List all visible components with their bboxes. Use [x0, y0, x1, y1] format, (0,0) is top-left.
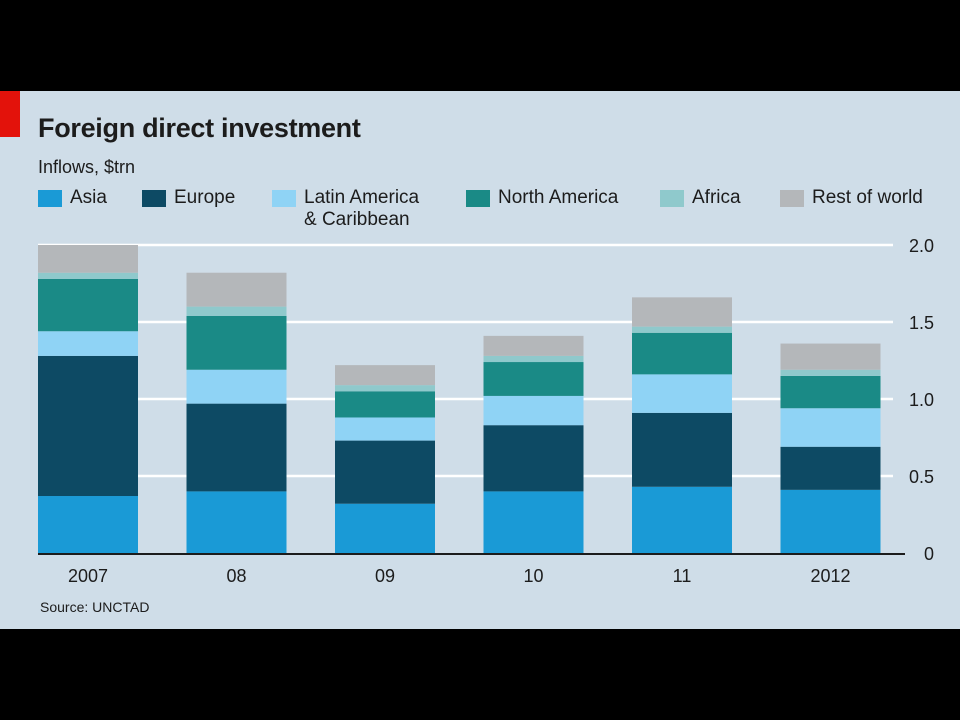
bar-segment-11-0	[632, 486, 732, 553]
chart-panel: Foreign direct investment Inflows, $trn …	[0, 91, 960, 629]
bar-segment-10-1	[483, 425, 584, 492]
chart-source: Source: UNCTAD	[40, 599, 150, 615]
legend-swatch-europe	[142, 190, 166, 207]
y-tick-label: 0	[924, 544, 934, 564]
chart-plot: 0 0.5 1.0 1.5 2.0 2007 08 09 10 11 2012	[38, 236, 934, 586]
bar-segment-09-4	[335, 385, 435, 392]
bar-segment-09-5	[335, 365, 435, 386]
bar-segment-10-5	[483, 335, 584, 356]
x-tick-label: 09	[375, 566, 395, 586]
bar-segment-11-2	[632, 374, 732, 413]
bar-segment-10-3	[483, 362, 584, 396]
x-tick-label: 08	[226, 566, 246, 586]
y-tick-label: 0.5	[909, 467, 934, 487]
bar-segment-11-3	[632, 332, 732, 375]
legend-swatch-asia	[38, 190, 62, 207]
red-tab-marker	[0, 91, 20, 137]
y-tick-label: 1.5	[909, 313, 934, 333]
x-tick-label: 11	[673, 566, 692, 586]
bar-segment-08-3	[186, 315, 287, 370]
bar-segment-10-0	[483, 491, 584, 553]
x-tick-label: 2007	[68, 566, 108, 586]
bar-segment-08-0	[186, 491, 287, 553]
legend-label-rest-of-world: Rest of world	[812, 187, 923, 208]
legend-label-africa: Africa	[692, 187, 741, 208]
legend-swatch-africa	[660, 190, 684, 207]
legend: Asia Europe Latin America & Caribbean No…	[38, 187, 938, 231]
y-tick-label: 1.0	[909, 390, 934, 410]
chart-subtitle: Inflows, $trn	[38, 157, 136, 177]
bar-segment-11-4	[632, 326, 732, 333]
y-tick-label: 2.0	[909, 236, 934, 256]
bar-segment-08-5	[186, 272, 287, 307]
chart-title: Foreign direct investment	[38, 113, 361, 143]
legend-swatch-rest-of-world	[780, 190, 804, 207]
bar-segment-2007-4	[38, 272, 138, 279]
bar-segment-08-1	[186, 403, 287, 492]
bar-segment-2012-4	[780, 369, 881, 376]
bar-segment-2007-0	[38, 496, 138, 553]
bar-segment-2012-0	[780, 489, 881, 553]
bar-segment-11-5	[632, 297, 732, 327]
bar-segment-2007-2	[38, 331, 138, 356]
bar-segment-08-4	[186, 306, 287, 316]
bar-segment-11-1	[632, 412, 732, 487]
legend-label-north-america: North America	[498, 187, 619, 208]
bar-segment-09-0	[335, 503, 435, 553]
bar-segment-2007-1	[38, 355, 138, 497]
bar-segment-2012-3	[780, 375, 881, 409]
bar-segment-09-1	[335, 440, 435, 504]
legend-swatch-latin-america	[272, 190, 296, 207]
legend-label-asia: Asia	[70, 187, 107, 208]
bar-segment-09-3	[335, 391, 435, 418]
bar-segment-2012-5	[780, 343, 881, 370]
bar-segment-08-2	[186, 369, 287, 404]
x-tick-label: 10	[523, 566, 543, 586]
bar-segment-2007-5	[38, 245, 138, 273]
legend-label-latin-america: Latin America & Caribbean	[304, 187, 420, 230]
bar-segment-2012-1	[780, 446, 881, 490]
bar-segment-10-2	[483, 395, 584, 426]
legend-swatch-north-america	[466, 190, 490, 207]
bar-segment-09-2	[335, 417, 435, 441]
x-tick-label: 2012	[810, 566, 850, 586]
bar-segment-2007-3	[38, 278, 138, 332]
legend-label-europe: Europe	[174, 187, 236, 208]
bar-segment-2012-2	[780, 408, 881, 447]
bar-segment-10-4	[483, 355, 584, 363]
